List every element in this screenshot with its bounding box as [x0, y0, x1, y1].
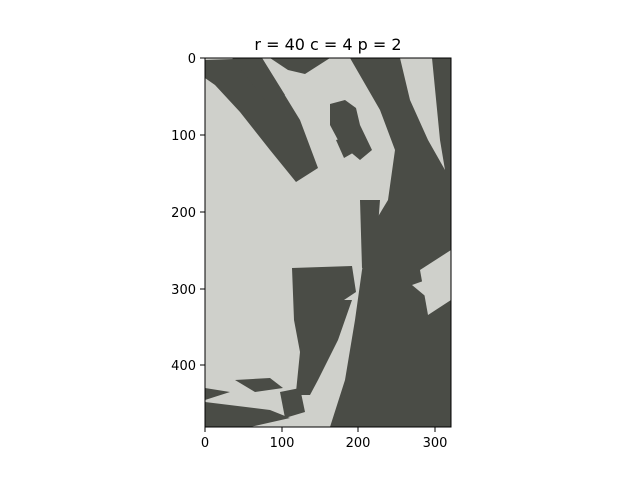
y-axis: 0 100 200 300 400	[171, 52, 205, 374]
photo-shapes	[205, 58, 451, 427]
y-tick-label: 100	[171, 129, 196, 144]
x-tick-label: 300	[423, 436, 448, 451]
x-tick-label: 100	[270, 436, 295, 451]
image-border	[204, 57, 452, 428]
y-tick-label: 200	[171, 206, 196, 221]
y-tick-label: 400	[171, 359, 196, 374]
figure-title: r = 40 c = 4 p = 2	[254, 35, 401, 54]
x-tick-label: 200	[346, 436, 371, 451]
y-tick-label: 300	[171, 283, 196, 298]
image-panel	[204, 57, 452, 428]
x-axis: 0 100 200 300	[201, 427, 448, 451]
y-tick-label: 0	[188, 52, 196, 67]
x-tick-label: 0	[201, 436, 209, 451]
